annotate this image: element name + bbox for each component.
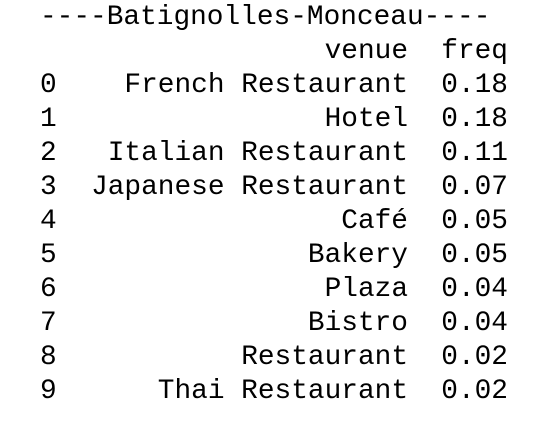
- row-index: 8: [40, 342, 57, 373]
- row-index: 9: [40, 376, 57, 407]
- title: ----Batignolles-Monceau----: [40, 2, 491, 33]
- venue-name: Café: [341, 206, 408, 237]
- table-row: 1 Hotel 0.18: [0, 103, 540, 137]
- column-header: venue: [324, 36, 408, 67]
- venue-name: Thai Restaurant: [157, 376, 408, 407]
- table-row: 4 Café 0.05: [0, 205, 540, 239]
- row-index: 0: [40, 70, 57, 101]
- table-row: 8 Restaurant 0.02: [0, 341, 540, 375]
- row-index: 3: [40, 172, 57, 203]
- freq-value: 0.11: [441, 138, 508, 169]
- venue-name: Bakery: [307, 240, 408, 271]
- table-row: 3 Japanese Restaurant 0.07: [0, 171, 540, 205]
- column-header: freq: [441, 36, 508, 67]
- freq-value: 0.18: [441, 70, 508, 101]
- table-row: 7 Bistro 0.04: [0, 307, 540, 341]
- row-index: 6: [40, 274, 57, 305]
- venue-name: Bistro: [307, 308, 408, 339]
- freq-value: 0.02: [441, 376, 508, 407]
- venue-name: Plaza: [324, 274, 408, 305]
- venue-name: Hotel: [324, 104, 408, 135]
- venue-name: Restaurant: [241, 342, 408, 373]
- row-index: 4: [40, 206, 57, 237]
- freq-value: 0.18: [441, 104, 508, 135]
- freq-value: 0.05: [441, 240, 508, 271]
- table-row: 5 Bakery 0.05: [0, 239, 540, 273]
- table-row: 0 French Restaurant 0.18: [0, 69, 540, 103]
- venue-name: French Restaurant: [124, 70, 408, 101]
- row-index: 1: [40, 104, 57, 135]
- freq-value: 0.05: [441, 206, 508, 237]
- freq-value: 0.04: [441, 308, 508, 339]
- freq-value: 0.07: [441, 172, 508, 203]
- venue-name: Japanese Restaurant: [91, 172, 408, 203]
- freq-value: 0.02: [441, 342, 508, 373]
- table-row: 6 Plaza 0.04: [0, 273, 540, 307]
- row-index: 2: [40, 138, 57, 169]
- venue-name: Italian Restaurant: [107, 138, 408, 169]
- table-row: 9 Thai Restaurant 0.02: [0, 375, 540, 409]
- freq-value: 0.04: [441, 274, 508, 305]
- title-line: ----Batignolles-Monceau----: [0, 1, 540, 35]
- header-line: venue freq: [0, 35, 540, 69]
- table-row: 2 Italian Restaurant 0.11: [0, 137, 540, 171]
- row-index: 7: [40, 308, 57, 339]
- row-index: 5: [40, 240, 57, 271]
